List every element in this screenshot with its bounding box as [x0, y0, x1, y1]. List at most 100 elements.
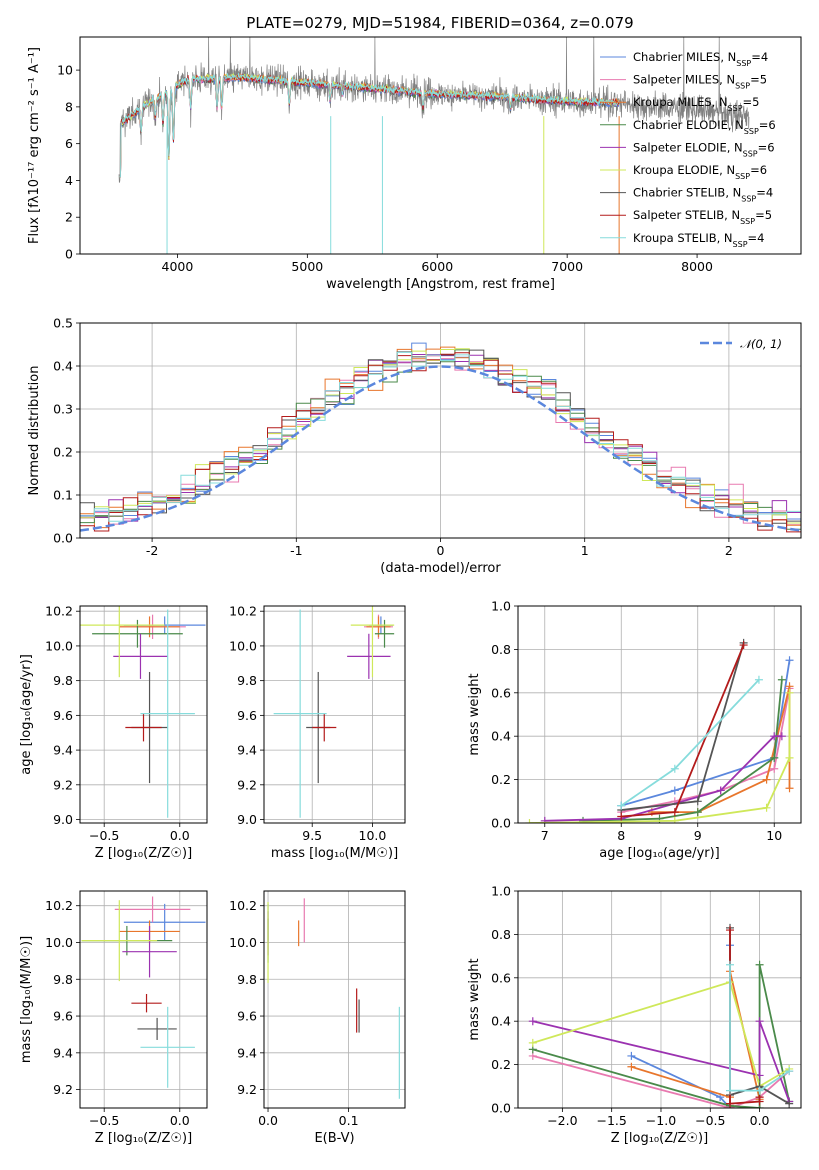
- y-tick-label: 10.0: [229, 935, 257, 950]
- y-tick-label: 0.2: [491, 1057, 511, 1072]
- mass-weight-point: [777, 732, 786, 741]
- residual-panel-plot-area: [80, 342, 801, 533]
- mass-weight-point: [754, 675, 763, 684]
- mass-weight-point: [770, 753, 779, 762]
- x-tick-label: −1.5: [596, 1113, 626, 1128]
- mass-weight-line: [621, 688, 791, 813]
- y-tick-label: 0: [65, 247, 73, 262]
- y-tick-label: 0.0: [491, 1101, 511, 1116]
- y-tick-label: 0.6: [491, 970, 511, 985]
- legend-entry: Chabrier STELIB, NSSP=4: [633, 186, 773, 204]
- mass-weight-vs-metallicity-panel-frame: [517, 890, 802, 1109]
- mass-weight-line: [621, 644, 745, 818]
- mass-weight-line: [532, 980, 790, 1088]
- mass-weight-point: [670, 816, 679, 823]
- x-tick-label: -1: [290, 543, 302, 558]
- y-tick-label: 9.6: [237, 708, 257, 723]
- x-axis-label: E(B-V): [314, 1131, 354, 1146]
- mass-weight-point: [525, 819, 534, 823]
- y-tick-label: 9.0: [237, 812, 257, 827]
- x-tick-label: 9.5: [302, 828, 322, 843]
- y-tick-label: 0.1: [53, 488, 73, 503]
- mass-weight-point: [693, 797, 702, 806]
- mass-weight-point: [670, 764, 679, 773]
- x-tick-label: 9: [694, 828, 702, 843]
- y-axis-label: Normed distribution: [27, 366, 42, 496]
- age-vs-metallicity-panel: −0.5 0.0 9.0 9.2 9.4 9.6 9.8 10.0 10.2 Z [log₁₀(Z…: [19, 604, 208, 861]
- x-axis-label: age [log₁₀(age/yr)]: [599, 846, 720, 861]
- x-tick-label: 10: [766, 828, 782, 843]
- x-tick-label: −2.0: [547, 1113, 577, 1128]
- x-tick-label: 0.0: [258, 1113, 278, 1128]
- x-tick-label: −0.5: [695, 1113, 725, 1128]
- age-vs-metallicity-panel-plot-area: [80, 606, 206, 818]
- legend-entry: 𝒩(0, 1): [740, 337, 782, 351]
- age-vs-mass-panel: 9.5 10.0 9.0 9.2 9.4 9.6 9.8 10.0 10.2 mass [log₁…: [229, 604, 406, 861]
- x-tick-label: 7: [541, 828, 549, 843]
- figure-title: PLATE=0279, MJD=51984, FIBERID=0364, z=0…: [246, 14, 633, 32]
- mass-weight-point: [693, 808, 702, 817]
- residual-histogram: [80, 351, 801, 522]
- y-tick-label: 9.2: [53, 1082, 73, 1097]
- y-tick-label: 0.4: [491, 1014, 511, 1029]
- y-tick-label: 9.8: [237, 673, 257, 688]
- y-tick-label: 10.2: [229, 604, 257, 619]
- mass-weight-vs-metallicity-panel-plot-area: [528, 923, 794, 1108]
- mass-weight-point: [785, 753, 794, 762]
- mass-weight-point: [762, 775, 771, 784]
- legend-entry: Salpeter STELIB, NSSP=5: [633, 208, 772, 226]
- mass-weight-point: [617, 801, 626, 810]
- y-tick-label: 10: [57, 63, 73, 78]
- x-tick-label: 0.0: [170, 828, 190, 843]
- y-tick-label: 0.3: [53, 402, 73, 417]
- y-axis-label: Flux [fλ10⁻¹⁷ erg cm⁻² s⁻¹ A⁻¹]: [27, 47, 42, 244]
- y-tick-label: 9.4: [237, 1045, 257, 1060]
- mass-vs-metallicity-panel: −0.5 0.0 9.2 9.4 9.6 9.8 10.0 10.2 Z [log₁₀(Z/Z☉…: [19, 890, 208, 1146]
- y-tick-label: 0.4: [53, 359, 73, 374]
- mass-weight-point: [762, 803, 771, 812]
- legend-entry: Kroupa STELIB, NSSP=4: [633, 231, 764, 249]
- y-tick-label: 0.8: [491, 927, 511, 942]
- y-tick-label: 0.4: [491, 729, 511, 744]
- x-tick-label: 6000: [421, 259, 453, 274]
- mass-weight-line: [729, 964, 790, 1092]
- y-tick-label: 4: [65, 173, 73, 188]
- y-tick-label: 0.8: [491, 642, 511, 657]
- x-tick-label: 2: [725, 543, 733, 558]
- x-tick-label: 0.0: [170, 1113, 190, 1128]
- y-tick-label: 9.2: [237, 777, 257, 792]
- y-tick-label: 10.2: [45, 604, 73, 619]
- mass-weight-line: [532, 1020, 791, 1102]
- mass-weight-point: [726, 960, 735, 969]
- mass-weight-point: [627, 1051, 636, 1060]
- y-tick-label: 10.2: [229, 898, 257, 913]
- mass-weight-point: [785, 656, 794, 665]
- x-tick-label: 4000: [162, 259, 194, 274]
- mass-weight-point: [785, 784, 794, 793]
- age-vs-metallicity-panel-frame: [79, 605, 208, 824]
- mass-weight-point: [785, 688, 794, 697]
- y-axis-label: mass weight: [467, 673, 482, 755]
- residual-panel: -2 -1 0 1 2 0.0 0.1 0.2 0.3 0.4 0.5 (data-model)/er…: [27, 316, 802, 576]
- mass-weight-point: [785, 1099, 794, 1108]
- mass-weight-point: [528, 1038, 537, 1047]
- y-axis-label: age [log₁₀(age/yr)]: [19, 654, 34, 775]
- mass-weight-point: [617, 812, 626, 821]
- mass-weight-point: [726, 926, 735, 935]
- y-tick-label: 1.0: [491, 599, 511, 614]
- x-tick-label: 0.0: [750, 1113, 770, 1128]
- y-tick-label: 9.4: [53, 1045, 73, 1060]
- y-tick-label: 10.0: [45, 638, 73, 653]
- mass-weight-point: [755, 1086, 764, 1095]
- mass-weight-point: [540, 816, 549, 823]
- mass-weight-point: [579, 816, 588, 823]
- mass-weight-line: [620, 679, 760, 807]
- y-tick-label: 9.0: [53, 812, 73, 827]
- x-axis-label: Z [log₁₀(Z/Z☉)]: [95, 846, 192, 861]
- x-tick-label: 10.0: [359, 828, 387, 843]
- y-tick-label: 0.2: [491, 772, 511, 787]
- mass-weight-vs-age-panel-frame: [517, 605, 802, 824]
- mass-vs-metallicity-panel-frame: [79, 890, 208, 1109]
- mass-weight-point: [739, 641, 748, 650]
- mass-weight-point: [627, 1062, 636, 1071]
